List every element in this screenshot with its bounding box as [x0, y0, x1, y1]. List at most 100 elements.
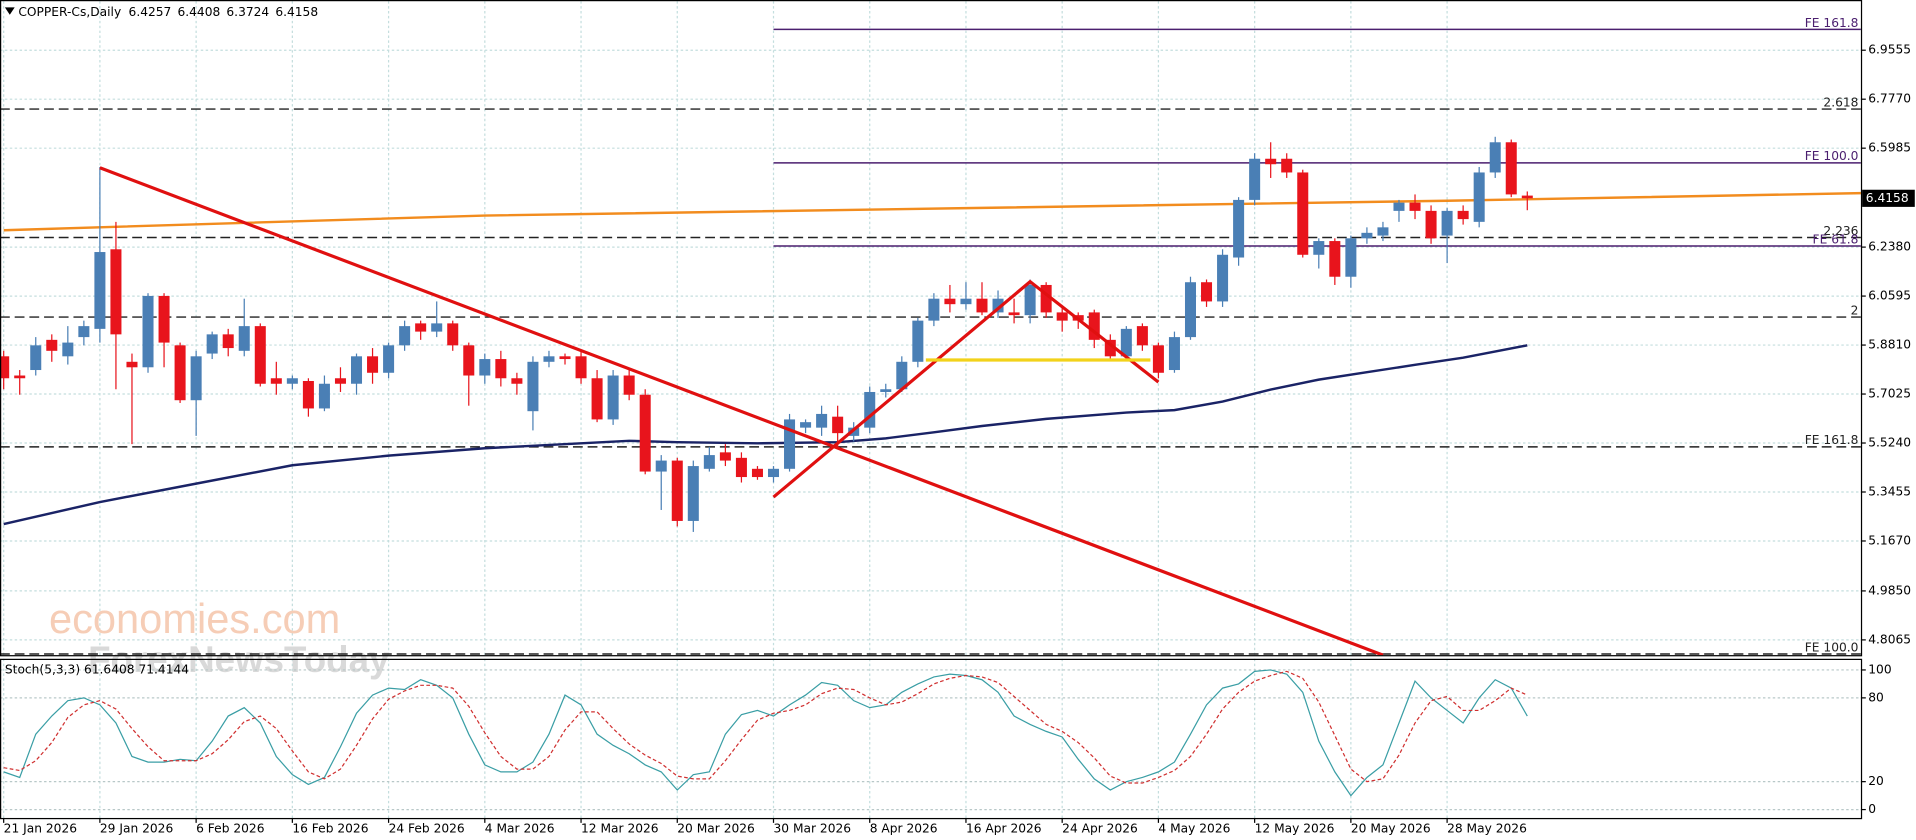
level-label: 2.618	[1823, 95, 1858, 109]
candle-body	[1024, 284, 1036, 316]
last-high: 6.4408	[177, 5, 220, 19]
candle-body	[880, 389, 892, 392]
candle-body	[1457, 210, 1469, 220]
candle-body	[784, 419, 796, 469]
candle-body	[816, 413, 828, 428]
candle-body	[719, 452, 731, 461]
y-tick-label: 4.9850	[1868, 583, 1911, 597]
candle-body	[1136, 326, 1148, 346]
y-tick-label: 6.2380	[1868, 240, 1911, 254]
y-tick-label: 5.1670	[1868, 533, 1911, 547]
candle-body	[463, 345, 475, 376]
candle-body	[399, 326, 411, 346]
candle-body	[559, 356, 571, 360]
candle-body	[511, 378, 523, 384]
candle-body	[383, 345, 395, 373]
candle-body	[142, 295, 154, 368]
candle-body	[992, 298, 1004, 313]
candle-body	[751, 468, 763, 478]
level-label: FE 161.8	[1805, 433, 1859, 447]
candle-body	[575, 356, 587, 379]
candle-body	[14, 375, 26, 379]
x-tick-label: 16 Feb 2026	[292, 821, 368, 835]
level-label: 2.236	[1823, 224, 1858, 238]
stoch-k	[3, 669, 1528, 797]
symbol: COPPER-Cs,Daily	[18, 5, 121, 19]
candle-body	[1329, 241, 1341, 277]
last-open: 6.4257	[129, 5, 172, 19]
candle-body	[495, 359, 507, 379]
menu-arrow[interactable]	[4, 7, 15, 15]
y-tick-label: 4.8065	[1868, 632, 1911, 646]
candle-body	[302, 381, 314, 409]
x-tick-label: 24 Feb 2026	[389, 821, 465, 835]
x-tick-label: 29 Jan 2026	[100, 821, 174, 835]
x-tick-label: 21 Jan 2026	[4, 821, 78, 835]
price-frame	[0, 0, 1863, 657]
candle-body	[864, 391, 876, 428]
stoch-tick-label: 0	[1868, 802, 1876, 816]
x-tick-label: 30 Mar 2026	[774, 821, 852, 835]
candle-body	[591, 378, 603, 420]
candle-body	[1217, 254, 1229, 302]
candle-body	[703, 455, 715, 469]
moving-average	[3, 191, 1861, 232]
level-label: 2	[1851, 303, 1859, 317]
candle-body	[94, 252, 106, 329]
stochastic-label: Stoch(5,3,3) 61.6408 71.4144	[5, 662, 189, 676]
candle-body	[1313, 241, 1325, 255]
candle-body	[78, 326, 90, 338]
candle-body	[607, 375, 619, 420]
candle-body	[1345, 238, 1357, 277]
candle-body	[479, 359, 491, 376]
candle-body	[222, 334, 234, 349]
x-tick-label: 8 Apr 2026	[870, 821, 938, 835]
candle-body	[1297, 172, 1309, 255]
candle-body	[351, 356, 363, 384]
candle-body	[527, 361, 539, 412]
y-tick-label: 5.7025	[1868, 387, 1911, 401]
candle-body	[1473, 172, 1485, 222]
price-label-box	[1862, 189, 1915, 207]
candle-body	[687, 466, 699, 521]
price-label: 6.4158	[1866, 191, 1909, 205]
stoch-tick-label: 80	[1868, 690, 1884, 704]
candle-body	[1281, 158, 1293, 173]
y-tick-label: 6.7770	[1868, 92, 1911, 106]
chart-header: COPPER-Cs,Daily 6.4257 6.4408 6.3724 6.4158	[18, 5, 318, 19]
candle-body	[190, 356, 202, 401]
candle-body	[1120, 328, 1132, 357]
candle-body	[1377, 227, 1389, 236]
candle-body	[639, 394, 651, 472]
candle-body	[431, 323, 443, 332]
candle-body	[62, 342, 74, 357]
candle-body	[1409, 202, 1421, 211]
x-tick-label: 12 May 2026	[1255, 821, 1335, 835]
y-tick-label: 5.8810	[1868, 338, 1911, 352]
x-tick-label: 4 Mar 2026	[485, 821, 555, 835]
candle-body	[1441, 210, 1453, 236]
axes: 4.8065 4.9850 5.1670 5.3455 5.5240 5.7025 5.88…	[3, 43, 1915, 835]
stochastic-frame	[0, 658, 1863, 820]
candle-body	[174, 345, 186, 401]
candle-body	[735, 457, 747, 478]
candle-body	[1008, 312, 1020, 316]
watermark: economies.com	[49, 595, 340, 642]
candle-body	[960, 298, 972, 305]
candle-body	[206, 334, 218, 354]
candle-body	[30, 345, 42, 371]
candle-body	[1201, 282, 1213, 302]
candle-body	[623, 375, 635, 395]
x-tick-label: 12 Mar 2026	[581, 821, 659, 835]
candle-body	[367, 356, 379, 373]
x-tick-label: 16 Apr 2026	[966, 821, 1042, 835]
candle-body	[1249, 158, 1261, 200]
y-tick-label: 5.3455	[1868, 484, 1911, 498]
x-tick-label: 28 May 2026	[1447, 821, 1527, 835]
candle-body	[1233, 199, 1245, 258]
candle-body	[1489, 142, 1501, 173]
level-label: FE 100.0	[1805, 149, 1859, 163]
candle-body	[46, 339, 58, 351]
